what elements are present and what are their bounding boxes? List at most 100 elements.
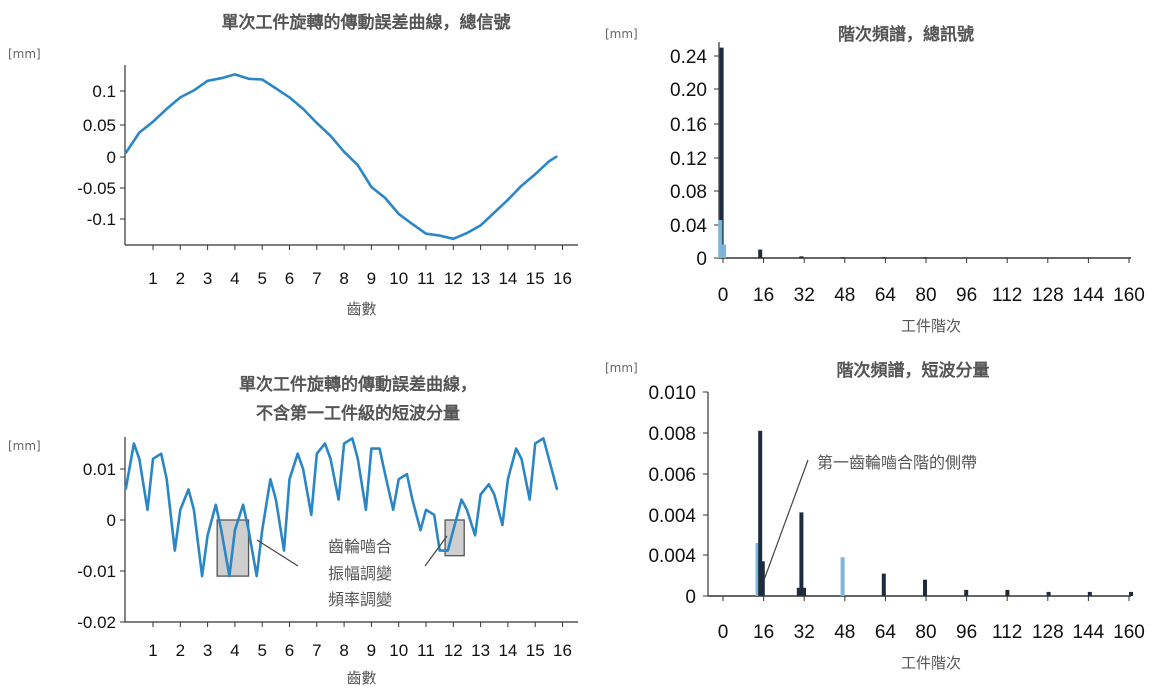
spectrum-bar: [719, 47, 724, 258]
x-tick-label: 6: [285, 269, 294, 288]
spectrum-bar: [755, 543, 760, 596]
y-tick-label: 0.16: [670, 115, 707, 136]
x-tick-label: 15: [526, 641, 545, 660]
data-point: [357, 458, 359, 460]
data-point: [124, 488, 127, 491]
data-point: [447, 549, 449, 552]
data-point: [438, 234, 441, 237]
data-point: [534, 442, 536, 445]
x-tick-label: 14: [498, 641, 517, 660]
x-tick-label: 16: [553, 641, 572, 660]
data-point: [556, 488, 558, 491]
spectrum-bar: [799, 512, 804, 596]
data-point: [542, 437, 545, 440]
y-unit-label: [mm]: [8, 47, 41, 61]
y-tick-label: 0: [685, 587, 696, 608]
x-tick-label: 0: [718, 285, 729, 306]
data-point: [365, 509, 367, 511]
x-tick-label: 15: [526, 269, 545, 288]
data-point: [488, 483, 490, 486]
x-tick-label: 6: [285, 641, 294, 660]
data-point: [474, 534, 476, 537]
data-point: [466, 232, 468, 234]
x-tick-label: 48: [834, 622, 855, 643]
x-tick-label: 112: [992, 285, 1022, 306]
data-point: [378, 447, 381, 450]
data-point: [261, 529, 264, 531]
data-point: [179, 96, 182, 99]
spectrum-bar: [722, 244, 727, 258]
data-point: [493, 211, 496, 214]
data-point: [193, 89, 195, 92]
y-tick-label: 0.12: [670, 149, 707, 170]
annotation-text: 齒輪嚙合: [328, 537, 392, 556]
y-tick-label: 0.08: [670, 182, 707, 203]
x-tick-label: 2: [176, 641, 185, 660]
x-tick-label: 144: [1073, 285, 1105, 306]
y-tick-label: 0.006: [648, 465, 696, 486]
spectrum-bar: [964, 589, 969, 596]
panel-total-signal: 單次工件旋轉的傳動誤差曲線，總信號 [mm] 0.1 0.05 0 -0.05 -0.1 1 2…: [8, 12, 578, 318]
spectrum-bar: [923, 579, 927, 596]
data-point: [479, 493, 482, 496]
panel-order-spectrum-total: 階次頻譜，總訊號 [mm] 0.24 0.20 0.16 0.12 0.08 0.04 00 16…: [605, 24, 1145, 335]
data-point: [275, 498, 277, 501]
annotation-text: 第一齒輪嚙合階的側帶: [817, 453, 977, 472]
data-point: [269, 478, 272, 481]
annotation-text: 振幅調變: [328, 564, 392, 583]
x-tick-label: 9: [367, 641, 376, 660]
x-axis-label: 工件階次: [901, 317, 961, 335]
data-point: [124, 152, 127, 154]
spectrum-bar: [799, 256, 804, 258]
data-point: [433, 514, 436, 516]
x-tick-label: 2: [176, 269, 185, 288]
data-point: [520, 184, 523, 187]
data-point: [220, 77, 223, 79]
data-point: [528, 498, 531, 501]
y-tick-label: 0: [696, 249, 707, 270]
y-tick-label: 0.01: [83, 460, 116, 479]
x-tick-label: 5: [257, 269, 266, 288]
y-tick-label: 0.04: [670, 216, 707, 237]
x-tick-label: 128: [1032, 285, 1064, 306]
annotation-leader: [424, 535, 448, 567]
data-line: [124, 73, 558, 241]
spectrum-bar: [1087, 591, 1092, 596]
data-point: [515, 447, 517, 450]
data-point: [479, 224, 482, 227]
data-point: [392, 509, 395, 511]
data-point: [493, 493, 496, 496]
data-point: [302, 468, 304, 470]
data-point: [329, 458, 332, 460]
x-tick-label: 8: [339, 641, 348, 660]
data-point: [261, 78, 264, 81]
annotation-text: 頻率調變: [328, 590, 392, 609]
data-point: [275, 87, 277, 90]
x-tick-label: 80: [915, 622, 936, 643]
x-tick-label: 4: [230, 641, 239, 660]
chart-title-line: 不含第一工件級的短波分量: [256, 403, 460, 424]
data-point: [419, 529, 422, 531]
data-point: [201, 575, 203, 577]
x-tick-label: 9: [367, 269, 376, 288]
y-unit-label: [mm]: [8, 439, 41, 453]
data-point: [247, 78, 250, 80]
y-tick-label: 0: [107, 148, 116, 167]
data-point: [452, 529, 455, 531]
y-tick-label: 0.24: [670, 47, 707, 68]
y-tick-label: -0.1: [87, 210, 116, 229]
x-tick-label: 1: [148, 641, 157, 660]
y-unit-label: [mm]: [605, 27, 638, 41]
y-tick-label: 0.010: [648, 383, 696, 404]
data-point: [384, 473, 386, 475]
x-tick-label: 128: [1032, 622, 1064, 643]
annotation-leader: [763, 459, 809, 581]
x-tick-label: 12: [444, 269, 463, 288]
data-point: [438, 549, 441, 552]
x-tick-label: 10: [389, 269, 408, 288]
x-tick-label: 3: [203, 641, 212, 660]
x-tick-label: 64: [875, 285, 897, 306]
data-point: [343, 151, 345, 153]
x-axis-label: 齒數: [346, 300, 376, 318]
